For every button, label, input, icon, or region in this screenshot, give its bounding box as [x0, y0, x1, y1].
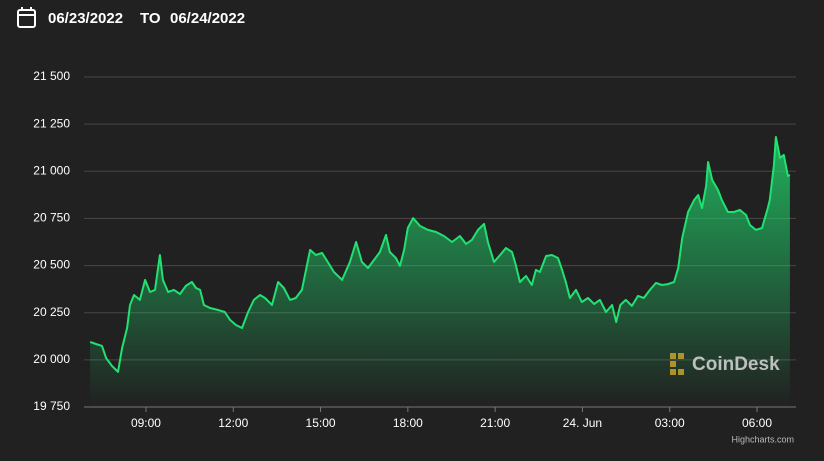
- logo-square: [670, 353, 676, 359]
- y-tick-label: 21 000: [33, 163, 70, 177]
- x-tick-label: 21:00: [480, 416, 510, 430]
- logo-square: [678, 353, 684, 359]
- x-tick-label: 03:00: [655, 416, 685, 430]
- watermark-logo: [670, 353, 684, 375]
- y-tick-label: 20 250: [33, 305, 70, 319]
- x-tick-label: 12:00: [218, 416, 248, 430]
- watermark: CoinDesk: [692, 354, 780, 375]
- price-line: [89, 136, 791, 373]
- area-fill: [90, 137, 790, 407]
- y-tick-label: 20 500: [33, 258, 70, 272]
- y-tick-label: 20 000: [33, 352, 70, 366]
- date-from[interactable]: 06/23/2022: [48, 10, 123, 27]
- credits: Highcharts.com: [731, 434, 794, 444]
- logo-square: [670, 369, 676, 375]
- x-tick-label: 15:00: [306, 416, 336, 430]
- y-tick-label: 19 750: [33, 399, 70, 413]
- x-tick-label: 09:00: [131, 416, 161, 430]
- y-tick-label: 21 500: [33, 69, 70, 83]
- x-tick-label: 18:00: [393, 416, 423, 430]
- logo-square: [678, 369, 684, 375]
- date-to[interactable]: 06/24/2022: [170, 10, 245, 27]
- y-tick-label: 20 750: [33, 211, 70, 225]
- y-tick-label: 21 250: [33, 116, 70, 130]
- x-tick-label: 24. Jun: [563, 416, 602, 430]
- x-tick-label: 06:00: [742, 416, 772, 430]
- logo-square: [670, 361, 676, 367]
- calendar-icon[interactable]: [17, 7, 36, 28]
- date-to-label: TO: [140, 10, 161, 27]
- plot-area: 19 750 20 000 20 250 20 500 20 750 21 000 21 2…: [33, 69, 796, 444]
